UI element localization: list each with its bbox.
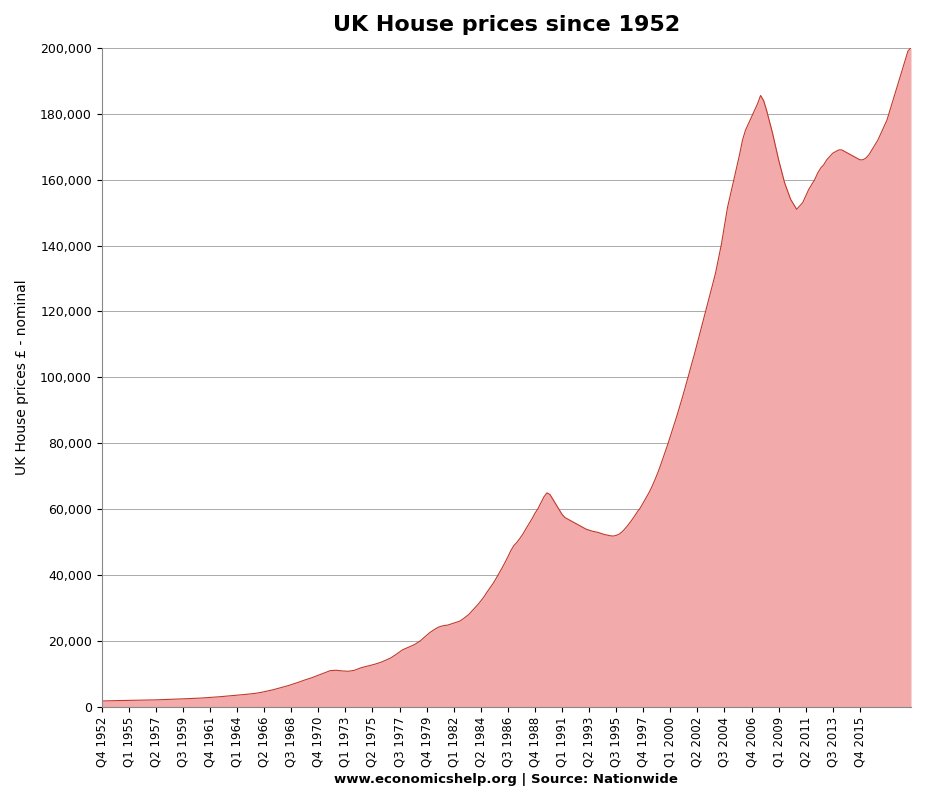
Y-axis label: UK House prices £ - nominal: UK House prices £ - nominal [15,280,29,475]
X-axis label: www.economicshelp.org | Source: Nationwide: www.economicshelp.org | Source: Nationwi… [334,773,678,786]
Title: UK House prices since 1952: UK House prices since 1952 [332,15,680,35]
